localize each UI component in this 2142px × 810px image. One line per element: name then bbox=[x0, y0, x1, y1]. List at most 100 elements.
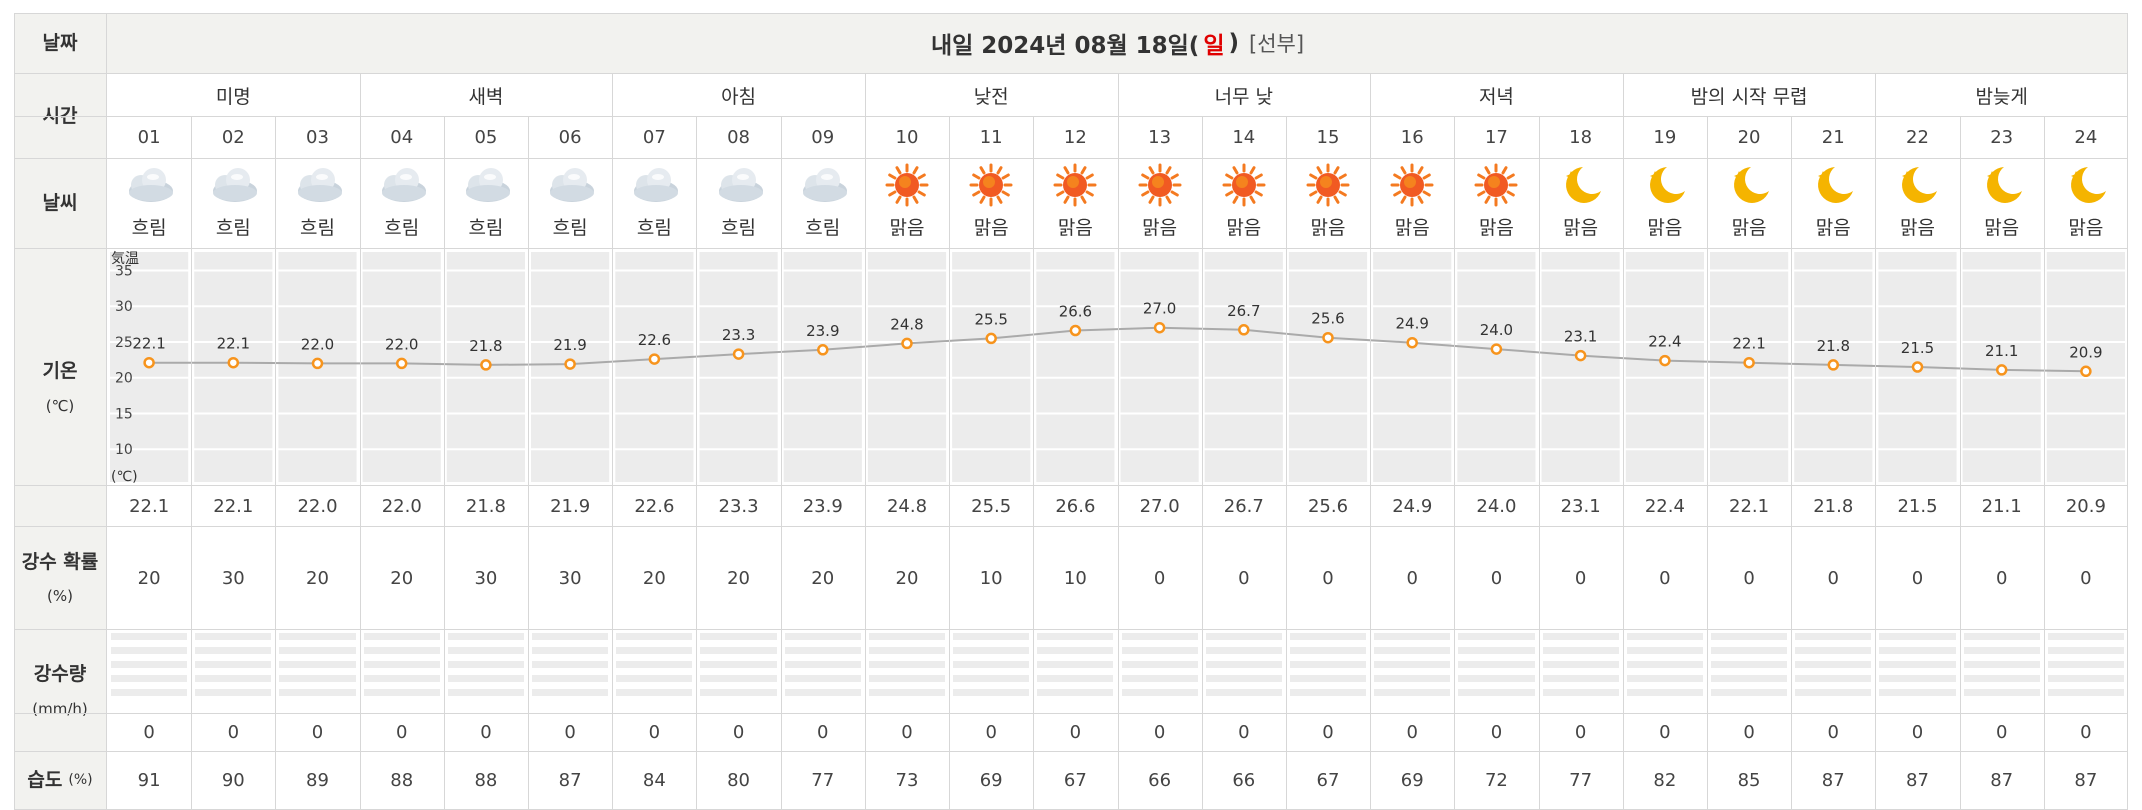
rain-bar bbox=[1289, 675, 1367, 682]
humidity-value: 80 bbox=[727, 770, 750, 791]
rain-bar bbox=[111, 675, 188, 682]
temperature-data-label: 23.9 bbox=[806, 322, 839, 340]
rain-bar bbox=[1458, 633, 1535, 640]
rain-amt-value: 0 bbox=[1153, 722, 1166, 743]
temp-value: 22.1 bbox=[1729, 495, 1770, 517]
rain-bar bbox=[1037, 675, 1114, 682]
title-location: [선부] bbox=[1249, 32, 1305, 56]
humidity-value: 89 bbox=[306, 770, 329, 791]
rain-bar bbox=[1626, 661, 1703, 668]
weather-condition: 맑음 bbox=[1310, 217, 1346, 239]
rain-bar bbox=[784, 633, 861, 640]
rain-bar bbox=[1626, 647, 1703, 654]
rain-amt-value: 0 bbox=[143, 722, 155, 743]
humidity-value: 87 bbox=[1990, 770, 2014, 791]
weather-condition: 흐림 bbox=[468, 217, 504, 239]
period-header: 저녁 bbox=[1478, 85, 1514, 108]
temperature-data-label: 21.9 bbox=[553, 336, 586, 354]
humidity-value: 66 bbox=[1232, 770, 1256, 791]
humidity-value: 77 bbox=[1569, 770, 1593, 791]
hour-cell: 23 bbox=[1990, 127, 2014, 148]
humidity-value: 69 bbox=[1400, 770, 1424, 791]
rain-bar bbox=[363, 661, 440, 668]
humidity-value: 66 bbox=[1148, 770, 1172, 791]
humidity-value: 69 bbox=[979, 770, 1003, 791]
temperature-point bbox=[985, 332, 997, 345]
moon-icon bbox=[1553, 163, 1609, 207]
temperature-point bbox=[1406, 336, 1418, 349]
rain-bar bbox=[1458, 647, 1535, 654]
chart-y-tick: 10 bbox=[115, 442, 133, 458]
rain-bar bbox=[1542, 675, 1619, 682]
grid-line bbox=[949, 116, 950, 809]
humidity-value: 67 bbox=[1063, 770, 1087, 791]
grid-line bbox=[14, 713, 2128, 714]
rain-amt-value: 0 bbox=[817, 722, 829, 743]
grid-line bbox=[2044, 116, 2045, 809]
hour-cell: 13 bbox=[1148, 127, 1172, 148]
humidity-row-label: 습도 (%) bbox=[14, 752, 106, 809]
rain-bar bbox=[279, 661, 356, 668]
grid-line bbox=[1370, 73, 1371, 809]
humidity-value: 87 bbox=[2074, 770, 2098, 791]
rain-prob-value: 0 bbox=[1659, 567, 1671, 589]
rain-bar bbox=[195, 661, 272, 668]
rain-bar bbox=[784, 675, 861, 682]
rain-amt-value: 0 bbox=[901, 722, 913, 743]
temp-row-label: 기온 (℃) bbox=[14, 249, 106, 526]
rain-bar bbox=[1710, 661, 1788, 668]
rain-bar bbox=[784, 661, 861, 668]
period-header: 낮전 bbox=[973, 85, 1009, 108]
rain-amt-row-label: 강수량 (mm/h) bbox=[14, 630, 106, 751]
rain-bar bbox=[532, 633, 609, 640]
rain-bar bbox=[616, 647, 693, 654]
temperature-point bbox=[1069, 324, 1082, 337]
temperature-point bbox=[1153, 321, 1166, 334]
temp-value: 22.4 bbox=[1644, 495, 1685, 517]
rain-bar bbox=[1879, 661, 1956, 668]
temp-value: 22.0 bbox=[297, 495, 338, 517]
chart-cell-bg bbox=[1204, 252, 1283, 482]
rain-bar bbox=[784, 689, 861, 696]
rain-bar bbox=[868, 689, 946, 696]
temperature-data-label: 22.0 bbox=[301, 335, 334, 353]
rain-bar bbox=[1374, 675, 1451, 682]
rain-amt-value: 0 bbox=[1574, 722, 1587, 743]
rain-prob-value: 20 bbox=[727, 567, 750, 589]
rain-bar bbox=[279, 633, 356, 640]
rain-bar bbox=[1795, 675, 1872, 682]
rain-bar bbox=[1121, 675, 1198, 682]
temperature-point bbox=[2080, 365, 2092, 378]
temp-value: 21.1 bbox=[1981, 495, 2022, 517]
rain-bar bbox=[532, 647, 609, 654]
weather-condition: 흐림 bbox=[805, 217, 841, 239]
rain-bar bbox=[447, 675, 525, 682]
temp-value: 25.5 bbox=[971, 495, 1012, 517]
rain-bar bbox=[111, 633, 188, 640]
rain-bar bbox=[1037, 647, 1114, 654]
rain-prob-value: 0 bbox=[1490, 567, 1503, 589]
rain-bar bbox=[1121, 633, 1198, 640]
temp-value: 21.8 bbox=[465, 495, 506, 517]
humidity-value: 90 bbox=[221, 770, 245, 791]
hour-cell: 14 bbox=[1232, 127, 1256, 148]
temp-unit-text: (℃) bbox=[45, 396, 75, 415]
rain-prob-value: 20 bbox=[390, 567, 414, 589]
rain-bar bbox=[2047, 689, 2124, 696]
weather-condition: 흐림 bbox=[552, 217, 588, 239]
rain-bar bbox=[1458, 675, 1535, 682]
rain-prob-value: 0 bbox=[1911, 567, 1924, 589]
grid-line bbox=[275, 116, 276, 809]
temp-label-text: 기온 bbox=[42, 360, 78, 383]
temperature-data-label: 24.0 bbox=[1480, 321, 1513, 339]
weather-forecast-table: 날짜 내일 2024년 08월 18일( 일 ) [선부] 시간 날씨 기온 (… bbox=[14, 13, 2128, 810]
grid-line bbox=[14, 73, 2128, 74]
cloud-icon bbox=[458, 163, 514, 207]
grid-line bbox=[14, 158, 2128, 159]
temperature-line bbox=[149, 326, 2086, 373]
rain-bar bbox=[2047, 647, 2124, 654]
weather-condition: 맑음 bbox=[1057, 217, 1093, 239]
rain-bar bbox=[1458, 689, 1535, 696]
rain-bar bbox=[195, 675, 272, 682]
weather-condition: 맑음 bbox=[1394, 217, 1430, 239]
